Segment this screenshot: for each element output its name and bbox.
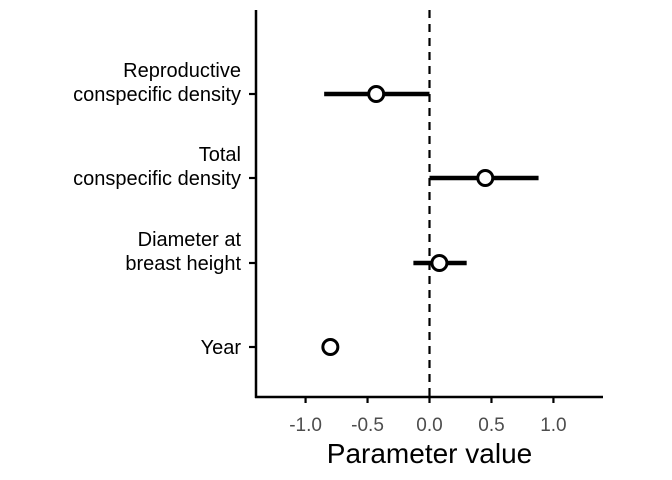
estimate-point [476, 169, 495, 187]
x-tick-label: 1.0 [540, 415, 566, 436]
x-tick-label: 0.0 [416, 415, 442, 436]
estimate-point [430, 254, 449, 272]
y-category-label: breast height [125, 253, 241, 275]
x-axis-tick-labels: -1.0 -0.5 0.0 0.5 1.0 [289, 415, 566, 436]
y-category-label: conspecific density [73, 168, 241, 190]
x-tick-label: -0.5 [351, 415, 384, 436]
y-category-label: Total [199, 144, 241, 166]
y-category-label: Diameter at [138, 229, 242, 251]
y-category-label: Year [201, 337, 242, 359]
estimate-point [367, 85, 386, 103]
x-tick-label: -1.0 [289, 415, 322, 436]
y-category-label: conspecific density [73, 84, 241, 106]
y-category-label: Reproductive [123, 60, 241, 82]
estimate-point [321, 338, 340, 356]
x-tick-label: 0.5 [478, 415, 504, 436]
x-axis-title: Parameter value [327, 438, 532, 469]
x-axis-ticks [304, 397, 555, 403]
estimate-marks [321, 85, 539, 356]
